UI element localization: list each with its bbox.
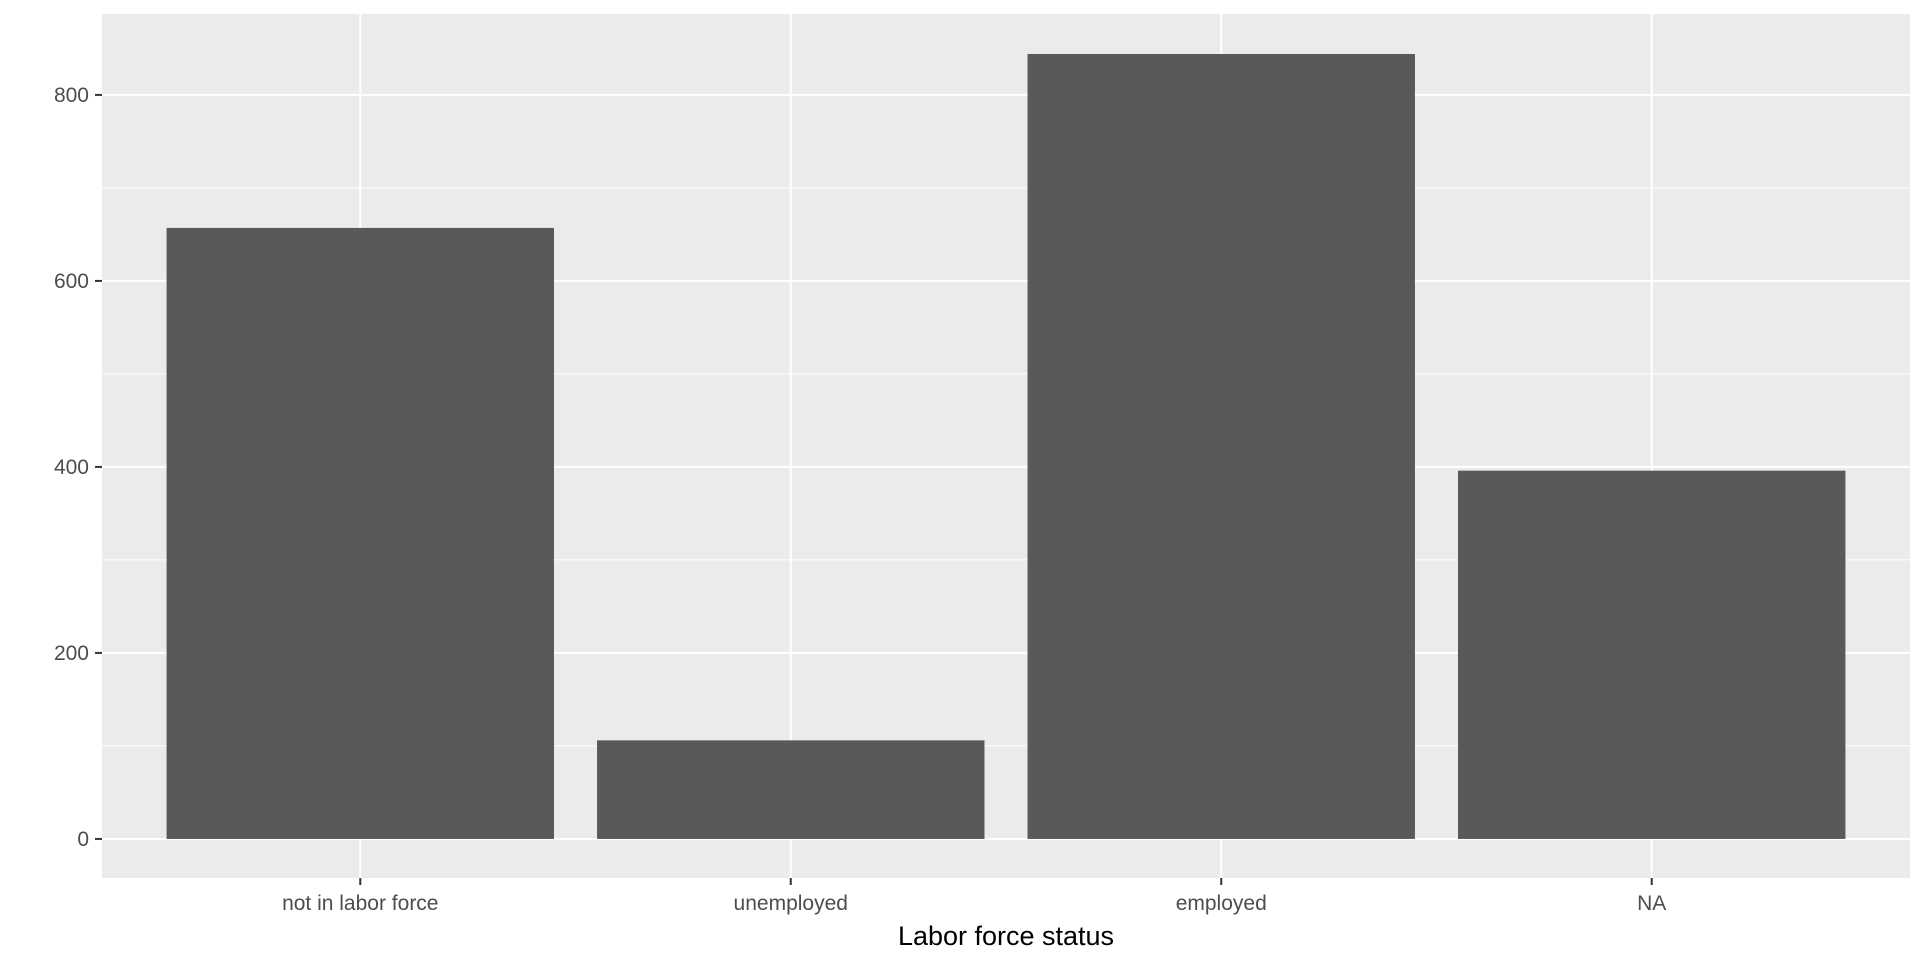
bars-group — [166, 53, 1846, 839]
bar-unemployed — [597, 740, 985, 839]
y-tick-label: 400 — [54, 456, 89, 479]
y-tick-label: 0 — [77, 828, 89, 851]
x-tick-label: unemployed — [734, 892, 848, 915]
x-axis: not in labor force unemployed employed NA — [282, 878, 1666, 915]
bar-employed — [1027, 53, 1415, 839]
x-tick-label: NA — [1637, 892, 1666, 915]
y-tick-label: 800 — [54, 84, 89, 107]
x-tick-label: employed — [1176, 892, 1267, 915]
y-axis: 0 200 400 600 800 — [54, 84, 102, 851]
x-axis-title: Labor force status — [898, 921, 1114, 951]
bar-na — [1458, 470, 1846, 839]
bar-not-in-labor-force — [166, 227, 555, 839]
y-tick-label: 600 — [54, 270, 89, 293]
x-tick-label: not in labor force — [282, 892, 438, 915]
y-tick-label: 200 — [54, 642, 89, 665]
